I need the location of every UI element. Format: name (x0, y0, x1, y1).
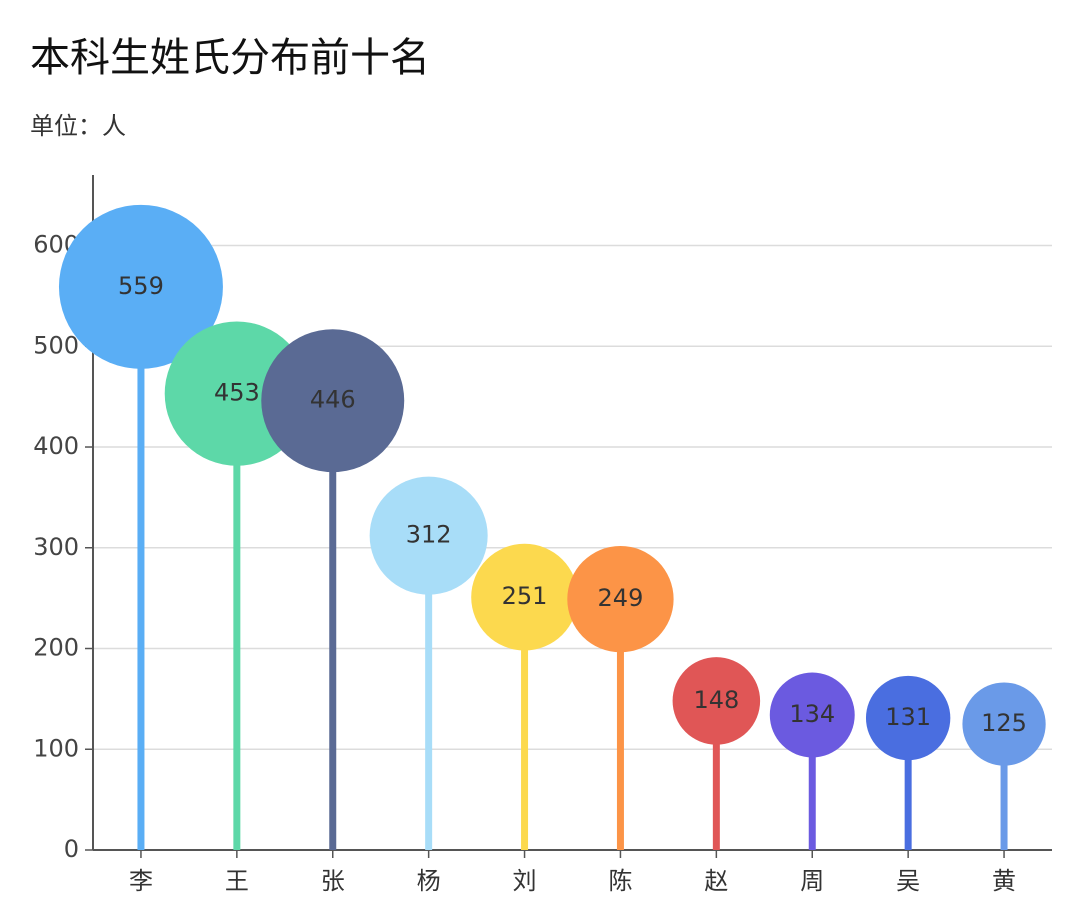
bubble (261, 329, 405, 473)
value-label: 131 (885, 703, 931, 731)
bubble (865, 675, 951, 761)
chart-title: 本科生姓氏分布前十名 (30, 35, 430, 81)
x-tick-label: 杨 (417, 867, 441, 895)
x-tick-label: 周 (800, 867, 824, 895)
value-label: 312 (406, 521, 452, 549)
bubble (672, 657, 761, 745)
x-tick-label: 刘 (513, 867, 537, 895)
value-label: 249 (598, 584, 644, 612)
y-tick-label: 200 (33, 634, 79, 662)
y-tick-label: 500 (33, 331, 79, 359)
bubble (962, 682, 1046, 766)
x-tick-label: 吴 (896, 867, 920, 895)
value-label: 148 (693, 686, 739, 714)
bubble (769, 672, 855, 758)
value-label: 251 (502, 582, 548, 610)
x-tick-label: 李 (129, 867, 153, 895)
x-tick-label: 赵 (704, 867, 728, 895)
bubble (567, 545, 674, 653)
y-tick-label: 0 (64, 835, 79, 863)
x-tick-label: 张 (321, 867, 345, 895)
bubble (369, 476, 488, 595)
chart-subtitle: 单位：人 (30, 112, 126, 140)
x-tick-label: 黄 (992, 867, 1016, 895)
x-tick-label: 陈 (608, 867, 632, 895)
y-tick-label: 100 (33, 734, 79, 762)
value-label: 453 (214, 379, 260, 407)
value-label: 446 (310, 386, 356, 414)
y-tick-label: 300 (33, 533, 79, 561)
bubble (58, 204, 223, 369)
y-tick-label: 400 (33, 432, 79, 460)
value-label: 559 (118, 272, 164, 300)
x-tick-label: 王 (225, 867, 249, 895)
bubble (471, 543, 578, 651)
value-label: 125 (981, 709, 1027, 737)
value-label: 134 (789, 700, 835, 728)
